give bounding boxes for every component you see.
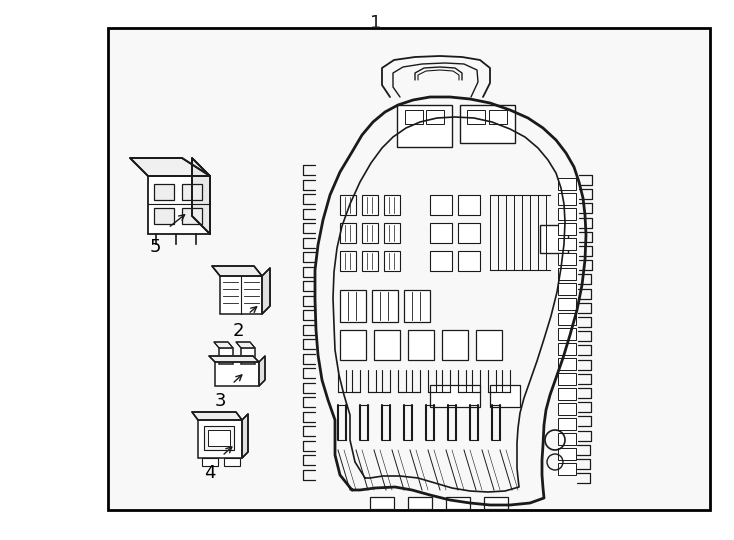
Bar xyxy=(408,497,432,509)
Bar xyxy=(362,195,378,215)
Bar xyxy=(558,448,576,460)
Bar xyxy=(430,251,452,271)
Bar xyxy=(224,458,240,466)
Bar xyxy=(362,223,378,243)
Bar xyxy=(405,110,423,124)
Bar xyxy=(219,348,233,364)
Bar xyxy=(182,184,202,200)
Bar xyxy=(558,208,576,220)
Bar xyxy=(430,385,480,407)
Bar xyxy=(384,223,400,243)
Bar xyxy=(476,330,502,360)
Polygon shape xyxy=(259,356,265,386)
Bar xyxy=(182,208,202,224)
Bar xyxy=(340,195,356,215)
Bar xyxy=(384,195,400,215)
Bar xyxy=(241,348,255,364)
Bar xyxy=(484,497,508,509)
Bar xyxy=(154,208,174,224)
Bar xyxy=(558,433,576,445)
Bar xyxy=(384,251,400,271)
Bar xyxy=(558,223,576,235)
Text: 4: 4 xyxy=(204,464,216,482)
Bar xyxy=(397,105,452,147)
Polygon shape xyxy=(130,158,210,176)
Bar xyxy=(489,110,507,124)
Bar xyxy=(558,283,576,295)
Bar xyxy=(460,105,515,143)
Polygon shape xyxy=(212,266,262,276)
Bar xyxy=(108,28,710,510)
Bar xyxy=(446,497,470,509)
Bar xyxy=(340,330,366,360)
Bar xyxy=(208,430,230,446)
Bar xyxy=(154,184,174,200)
Bar xyxy=(458,223,480,243)
Bar xyxy=(558,388,576,400)
Bar xyxy=(558,358,576,370)
Bar xyxy=(558,328,576,340)
Bar xyxy=(204,426,234,450)
Bar xyxy=(198,420,242,458)
Polygon shape xyxy=(209,356,259,362)
Bar xyxy=(202,458,218,466)
Text: 3: 3 xyxy=(214,392,226,410)
Bar xyxy=(558,298,576,310)
Bar xyxy=(404,290,430,322)
Polygon shape xyxy=(192,412,242,420)
Bar xyxy=(558,343,576,355)
Text: 2: 2 xyxy=(232,322,244,340)
Polygon shape xyxy=(262,268,270,314)
Bar xyxy=(408,330,434,360)
Bar xyxy=(340,223,356,243)
Text: 1: 1 xyxy=(371,14,382,32)
Bar xyxy=(558,178,576,190)
Bar xyxy=(490,385,520,407)
Bar xyxy=(540,225,568,253)
Bar xyxy=(558,463,576,475)
Bar xyxy=(362,251,378,271)
Polygon shape xyxy=(242,414,248,458)
Text: 5: 5 xyxy=(149,238,161,256)
Polygon shape xyxy=(236,342,255,348)
Bar xyxy=(558,253,576,265)
Bar xyxy=(430,195,452,215)
Bar xyxy=(558,313,576,325)
Polygon shape xyxy=(192,158,210,234)
Bar xyxy=(370,497,394,509)
Bar xyxy=(558,268,576,280)
Bar xyxy=(430,223,452,243)
Bar xyxy=(426,110,444,124)
Bar xyxy=(148,176,210,234)
Bar xyxy=(458,251,480,271)
Bar xyxy=(215,362,259,386)
Polygon shape xyxy=(214,342,233,348)
Bar xyxy=(558,418,576,430)
Bar xyxy=(220,276,262,314)
Bar xyxy=(558,373,576,385)
Bar xyxy=(442,330,468,360)
Bar xyxy=(467,110,485,124)
Bar xyxy=(558,193,576,205)
Bar xyxy=(340,290,366,322)
Bar xyxy=(558,403,576,415)
Bar xyxy=(372,290,398,322)
Bar xyxy=(374,330,400,360)
Bar xyxy=(458,195,480,215)
Bar xyxy=(340,251,356,271)
Bar xyxy=(558,238,576,250)
